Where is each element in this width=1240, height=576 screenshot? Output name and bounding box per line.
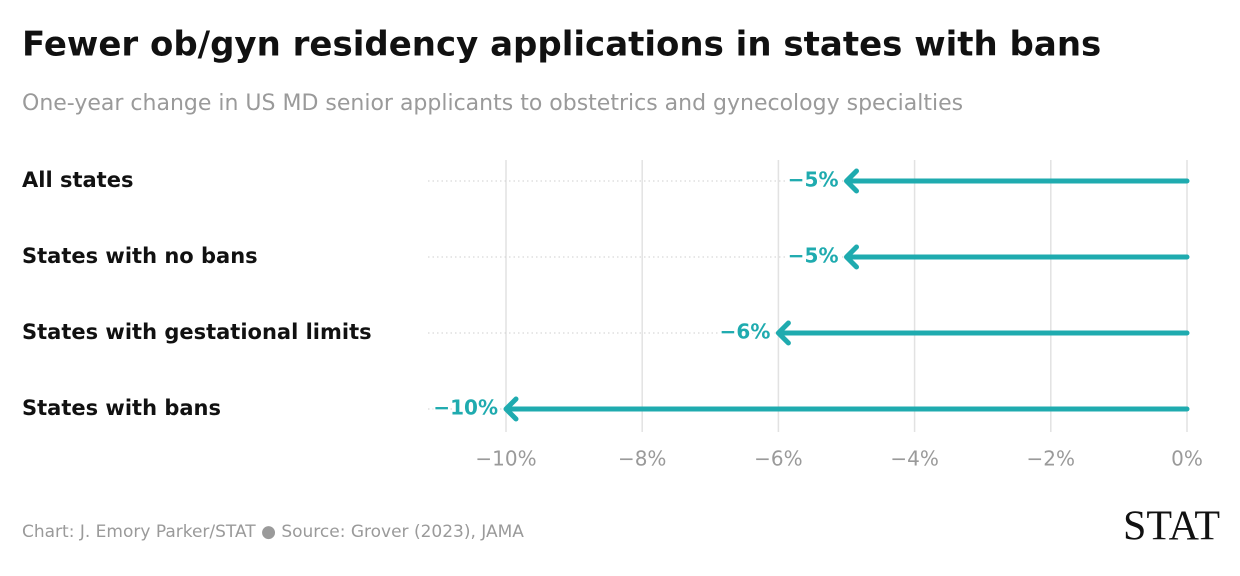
arrow-head (844, 168, 859, 194)
logo: STAT (1123, 504, 1220, 550)
x-tick-label: −8% (618, 447, 667, 471)
category-label: All states (22, 168, 133, 192)
x-tick-label: −2% (1027, 447, 1076, 471)
source-note: Chart: J. Emory Parker/STAT ● Source: Gr… (22, 522, 524, 542)
x-tick-label: −6% (754, 447, 803, 471)
arrow-head (844, 244, 859, 270)
chart-title: Fewer ob/gyn residency applications in s… (22, 25, 1101, 65)
chart-subtitle: One-year change in US MD senior applican… (22, 91, 963, 116)
arrow-head (503, 396, 519, 422)
x-tick-label: 0% (1171, 447, 1203, 471)
value-label: −5% (788, 168, 839, 192)
value-label: −10% (433, 396, 498, 420)
arrow-head (775, 320, 791, 346)
category-label: States with bans (22, 396, 221, 420)
category-label: States with no bans (22, 244, 258, 268)
value-label: −5% (788, 244, 839, 268)
x-tick-label: −4% (890, 447, 939, 471)
x-tick-label: −10% (475, 447, 536, 471)
category-label: States with gestational limits (22, 320, 372, 344)
value-label: −6% (720, 320, 771, 344)
